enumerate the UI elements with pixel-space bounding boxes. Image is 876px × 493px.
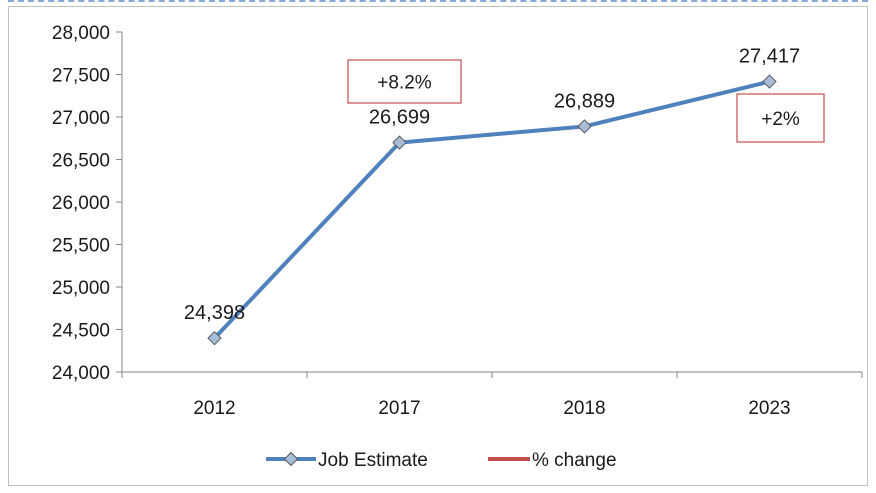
y-tick-label: 28,000 <box>52 23 110 44</box>
y-tick-label: 24,500 <box>52 321 110 342</box>
x-tick-label: 2017 <box>378 398 420 419</box>
data-labels: 24,398 26,699 26,889 27,417 <box>184 46 800 325</box>
data-label: 27,417 <box>739 46 800 68</box>
x-tick-labels: 2012 2017 2018 2023 <box>193 398 790 419</box>
y-tick-label: 26,000 <box>52 193 110 214</box>
x-tick-label: 2012 <box>193 398 235 419</box>
annotation-box <box>736 93 825 143</box>
data-point-marker <box>392 135 407 150</box>
data-label: 26,699 <box>369 107 430 129</box>
legend: Job Estimate % change <box>266 450 617 471</box>
x-tick-label: 2023 <box>748 398 790 419</box>
y-tick-label: 25,000 <box>52 278 110 299</box>
y-tick-label: 26,500 <box>52 151 110 172</box>
annotation-box <box>347 59 462 104</box>
data-label: 26,889 <box>554 90 615 112</box>
data-label: 24,398 <box>184 302 245 324</box>
y-tick-label: 24,000 <box>52 363 110 384</box>
annotation-text: +2% <box>761 109 800 130</box>
legend-job-estimate-marker <box>283 451 299 467</box>
y-tick-label: 25,500 <box>52 236 110 257</box>
top-border-decoration <box>8 0 868 5</box>
data-point-marker <box>762 74 777 89</box>
data-point-marker <box>577 119 592 134</box>
y-tick-labels: 24,000 24,500 25,000 25,500 26,000 26,500 27,0… <box>52 23 110 384</box>
x-tick-label: 2018 <box>563 398 605 419</box>
data-point-marker <box>207 330 222 346</box>
y-tick-label: 27,000 <box>52 108 110 129</box>
legend-percent-change-label: % change <box>532 450 617 471</box>
annotations: +8.2% +2% <box>347 59 825 143</box>
chart-axes <box>116 31 863 378</box>
annotation-text: +8.2% <box>377 73 432 94</box>
series-layer <box>207 74 777 346</box>
legend-job-estimate-label: Job Estimate <box>318 450 428 471</box>
job-estimate-line <box>213 79 770 340</box>
y-tick-label: 27,500 <box>52 66 110 87</box>
